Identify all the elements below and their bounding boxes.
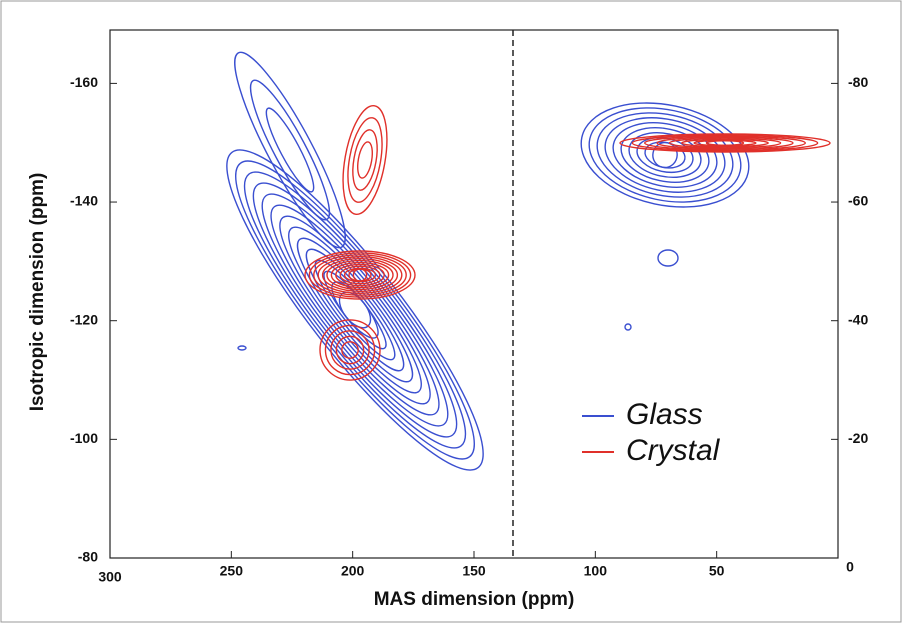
crystal-contour <box>317 256 403 294</box>
legend-label: Glass <box>626 398 703 431</box>
glass-contour <box>620 127 710 183</box>
crystal-contour <box>339 265 381 285</box>
glass-contour <box>657 249 679 267</box>
crystal-contour <box>644 135 806 151</box>
crystal-contour <box>308 252 412 298</box>
y2-tick-label: -80 <box>848 74 868 90</box>
crystal-contour <box>352 129 378 191</box>
glass-contour <box>237 345 247 351</box>
x-tick-label: 100 <box>584 563 608 579</box>
x-tick-label: 250 <box>220 563 244 579</box>
x-tick-label: 300 <box>98 569 122 585</box>
crystal-contour <box>313 254 407 296</box>
crystal-contour <box>352 268 368 282</box>
glass-contour <box>265 107 315 193</box>
glass-contour <box>226 149 484 471</box>
crystal-contour <box>341 341 359 359</box>
crystal-contour <box>656 136 794 150</box>
y-tick-label: -100 <box>70 430 98 446</box>
crystal-contour <box>335 263 385 287</box>
glass-contour <box>612 122 718 188</box>
glass-contour <box>628 132 702 178</box>
x-label: MAS dimension (ppm) <box>374 589 575 610</box>
y-tick-label: -120 <box>70 311 98 327</box>
glass-contour <box>580 102 750 208</box>
glass-contour <box>652 141 678 169</box>
crystal-contour <box>342 105 388 215</box>
glass-contour <box>596 112 734 198</box>
crystal-contour <box>319 319 381 381</box>
y-label: Isotropic dimension (ppm) <box>27 173 48 412</box>
legend-label: Crystal <box>626 434 721 467</box>
glass-contour <box>314 259 396 361</box>
y-tick-label: -140 <box>70 193 98 209</box>
glass-contour <box>588 107 742 203</box>
crystal-contour <box>705 140 745 146</box>
glass-contour <box>624 323 632 331</box>
crystal-contour <box>347 117 383 203</box>
x-tick-label: 200 <box>341 563 365 579</box>
x-tick-label: 0 <box>846 559 854 575</box>
crystal-contour <box>326 259 394 291</box>
x-tick-label: 150 <box>462 563 486 579</box>
y2-tick-label: -60 <box>848 193 868 209</box>
glass-contour <box>604 117 726 193</box>
glass-contour <box>234 51 346 249</box>
crystal-contour <box>343 267 377 283</box>
crystal-contour <box>681 138 769 148</box>
crystal-contour <box>619 133 831 153</box>
crystal-contour <box>330 261 390 289</box>
crystal-contour <box>321 257 399 293</box>
y-tick-label: -80 <box>78 549 98 565</box>
crystal-contour <box>668 137 782 149</box>
glass-contour <box>235 160 475 460</box>
crystal-contour <box>330 330 370 370</box>
glass-contour <box>261 193 449 427</box>
y2-tick-label: -40 <box>848 311 868 327</box>
crystal-contour <box>335 335 365 365</box>
crystal-contour <box>324 324 376 376</box>
crystal-contour <box>304 250 416 300</box>
crystal-contour <box>631 134 819 152</box>
y2-tick-label: -20 <box>848 430 868 446</box>
crystal-contour <box>357 141 373 179</box>
y-tick-label: -160 <box>70 74 98 90</box>
contours <box>226 51 831 471</box>
glass-contour <box>249 79 331 221</box>
x-tick-label: 50 <box>709 563 725 579</box>
